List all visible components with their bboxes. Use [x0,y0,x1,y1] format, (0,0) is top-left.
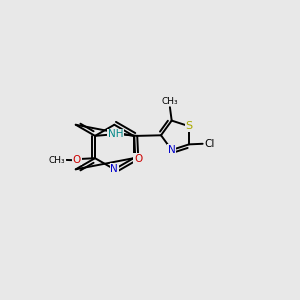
Text: N: N [110,164,118,174]
Text: CH₃: CH₃ [48,156,65,165]
Text: NH: NH [108,129,124,140]
Text: Cl: Cl [205,139,215,149]
Text: N: N [168,145,176,155]
Text: S: S [185,121,193,131]
Text: CH₃: CH₃ [162,97,178,106]
Text: O: O [134,154,142,164]
Text: O: O [73,155,81,165]
